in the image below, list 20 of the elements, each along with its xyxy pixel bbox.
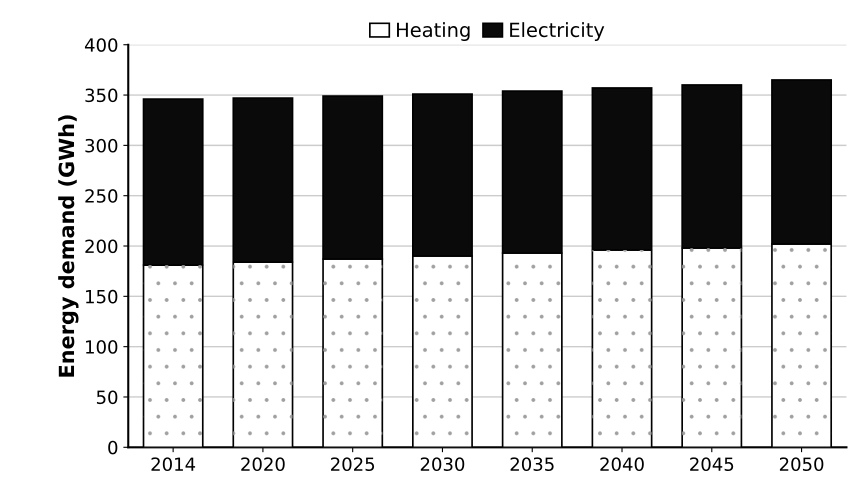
y-tick-label: 200 (85, 239, 118, 254)
y-tick-label: 400 (84, 38, 118, 52)
x-tick-label: 2025 (331, 457, 374, 471)
y-tick-label: 350 (85, 88, 118, 102)
x-tick-label: 2014 (151, 457, 196, 471)
y-tick-label: 250 (85, 189, 118, 203)
y-tick-label: 300 (85, 138, 118, 152)
x-tick-label: 2050 (780, 457, 824, 471)
x-tick-label: 2040 (600, 457, 644, 471)
x-tick-label: 2020 (241, 457, 285, 471)
y-tick-label: 0 (108, 440, 118, 454)
y-tick-label: 100 (86, 340, 118, 354)
x-tick-label: 2030 (420, 457, 464, 471)
x-tick-label: 2035 (510, 457, 554, 471)
y-axis-title: Energy demand (GWh) (58, 115, 79, 377)
y-tick-label: 50 (96, 390, 118, 404)
legend-label: Heating (397, 22, 470, 41)
x-tick-label: 2045 (690, 457, 734, 471)
y-tick-label: 150 (86, 290, 118, 304)
legend-label: Electricity (510, 22, 604, 41)
